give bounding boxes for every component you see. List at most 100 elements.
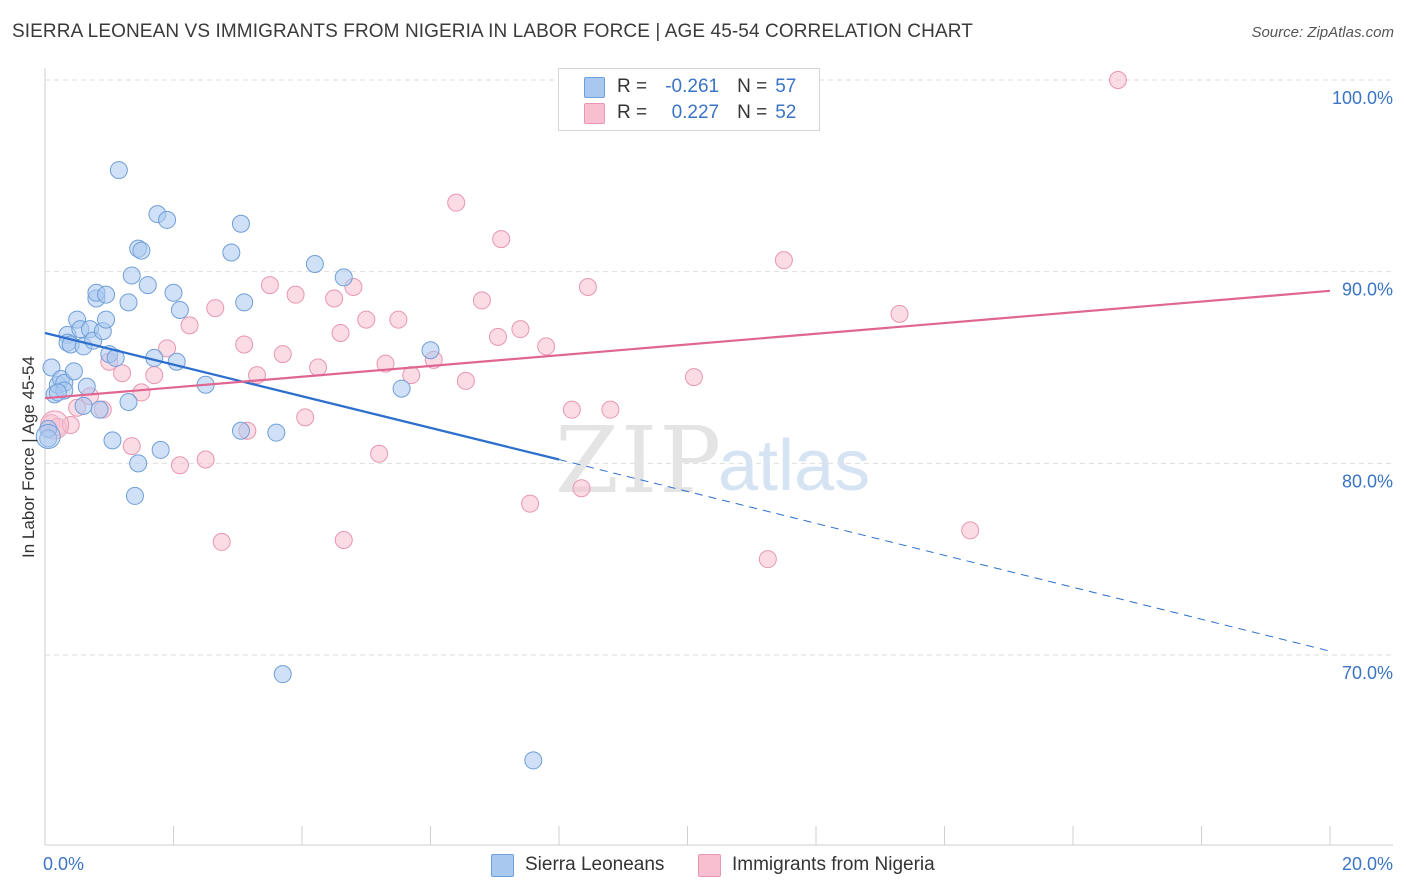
bottom-legend: Sierra Leoneans Immigrants from Nigeria xyxy=(0,853,1406,877)
point-sierra-leonean xyxy=(74,396,93,415)
point-sierra-leonean xyxy=(64,362,83,381)
watermark-zip: ZIP xyxy=(555,407,723,514)
y-tick-label: 70.0% xyxy=(1342,663,1393,683)
y-tick-label: 90.0% xyxy=(1342,280,1393,300)
y-tick-label: 80.0% xyxy=(1342,471,1393,491)
trend-line-nigeria xyxy=(44,289,1331,400)
point-sierra-leonean xyxy=(222,243,241,262)
point-nigeria xyxy=(758,550,777,569)
point-sierra-leonean xyxy=(77,377,96,396)
point-nigeria xyxy=(684,368,703,387)
point-nigeria xyxy=(309,358,328,377)
point-nigeria xyxy=(488,327,507,346)
point-sierra-leonean xyxy=(42,358,61,377)
point-sierra-leonean xyxy=(103,431,122,450)
stats-legend: R = -0.261 N = 57 R = 0.227 N = 52 xyxy=(558,68,820,131)
point-sierra-leonean xyxy=(235,293,254,312)
bottom-legend-nigeria[interactable]: Immigrants from Nigeria xyxy=(698,853,935,877)
legend-n-label: N = xyxy=(737,76,768,97)
point-nigeria xyxy=(511,320,530,339)
legend-swatch-blue xyxy=(491,853,514,877)
source-label: Source: ZipAtlas.com xyxy=(1251,24,1394,41)
point-sierra-leonean xyxy=(119,393,138,411)
point-sierra-leonean xyxy=(231,214,250,233)
point-nigeria xyxy=(180,316,199,335)
series-sierra-leonean-points xyxy=(35,161,543,770)
trend-lines xyxy=(44,289,1331,652)
trend-line-sierra-leoneans xyxy=(44,331,560,461)
point-nigeria xyxy=(537,337,556,356)
point-sierra-leonean xyxy=(119,293,138,312)
point-nigeria xyxy=(961,521,980,540)
point-nigeria xyxy=(562,400,581,419)
point-sierra-leonean xyxy=(39,429,58,448)
point-sierra-leonean xyxy=(138,276,157,295)
point-nigeria xyxy=(492,230,511,249)
point-sierra-leonean xyxy=(109,161,128,180)
point-sierra-leonean xyxy=(132,241,151,260)
point-nigeria xyxy=(122,437,141,456)
x-tick-label: 20.0% xyxy=(1342,854,1393,874)
legend-label: Sierra Leoneans xyxy=(525,854,665,875)
legend-n-label: N = xyxy=(737,102,768,123)
gridlines xyxy=(45,79,1395,656)
point-nigeria xyxy=(578,278,597,296)
point-nigeria xyxy=(170,456,189,475)
point-sierra-leonean xyxy=(35,424,61,449)
watermark: ZIP atlas xyxy=(555,407,870,514)
point-nigeria xyxy=(447,193,466,212)
point-nigeria xyxy=(296,408,315,427)
point-sierra-leonean xyxy=(273,665,292,684)
point-nigeria xyxy=(286,285,305,304)
watermark-atlas: atlas xyxy=(718,426,870,506)
point-sierra-leonean xyxy=(170,301,189,319)
legend-n-value: 52 xyxy=(775,102,797,123)
point-nigeria xyxy=(331,324,350,342)
point-sierra-leonean xyxy=(158,210,177,229)
y-tick-label: 100.0% xyxy=(1332,88,1393,108)
legend-row-nigeria: R = 0.227 N = 52 xyxy=(584,101,797,125)
point-nigeria xyxy=(1108,71,1127,89)
point-sierra-leonean xyxy=(231,421,250,440)
legend-n-value: 57 xyxy=(775,76,797,97)
series-nigeria-points xyxy=(40,71,1127,569)
point-sierra-leonean xyxy=(97,310,116,329)
legend-r-label: R = xyxy=(617,76,648,97)
point-nigeria xyxy=(389,310,408,329)
point-sierra-leonean xyxy=(392,379,411,398)
legend-swatch-blue xyxy=(584,76,605,98)
point-nigeria xyxy=(370,444,389,463)
chart-title: SIERRA LEONEAN VS IMMIGRANTS FROM NIGERI… xyxy=(12,21,973,42)
legend-swatch-pink xyxy=(698,853,721,877)
point-nigeria xyxy=(472,291,491,310)
legend-r-value: -0.261 xyxy=(665,76,720,97)
bottom-legend-sierra-leoneans[interactable]: Sierra Leoneans xyxy=(491,853,664,877)
legend-r-label: R = xyxy=(617,102,648,123)
legend-swatch-pink xyxy=(584,102,605,124)
point-sierra-leonean xyxy=(125,486,144,505)
point-sierra-leonean xyxy=(164,283,183,302)
tick-labels: 100.0% 90.0% 80.0% 70.0% 0.0% 20.0% xyxy=(43,88,1393,874)
point-nigeria xyxy=(774,251,793,270)
y-axis-label: In Labor Force | Age 45-54 xyxy=(19,356,38,558)
point-nigeria xyxy=(158,339,177,358)
point-sierra-leonean xyxy=(90,400,109,419)
point-nigeria xyxy=(890,304,909,323)
trend-line-sierra-leoneans-extension xyxy=(558,459,1331,652)
point-nigeria xyxy=(601,400,620,419)
point-nigeria xyxy=(521,494,540,513)
point-nigeria xyxy=(206,299,225,318)
point-nigeria xyxy=(376,354,395,373)
point-sierra-leonean xyxy=(334,268,353,287)
point-nigeria xyxy=(145,366,164,385)
x-tick-label: 0.0% xyxy=(43,854,84,874)
point-sierra-leonean xyxy=(305,255,324,273)
point-nigeria xyxy=(132,383,151,402)
legend-r-value: 0.227 xyxy=(671,102,720,123)
point-sierra-leonean xyxy=(129,454,148,473)
point-nigeria xyxy=(325,289,344,308)
point-nigeria xyxy=(572,479,591,498)
point-nigeria xyxy=(260,276,279,295)
legend-label: Immigrants from Nigeria xyxy=(732,854,935,875)
